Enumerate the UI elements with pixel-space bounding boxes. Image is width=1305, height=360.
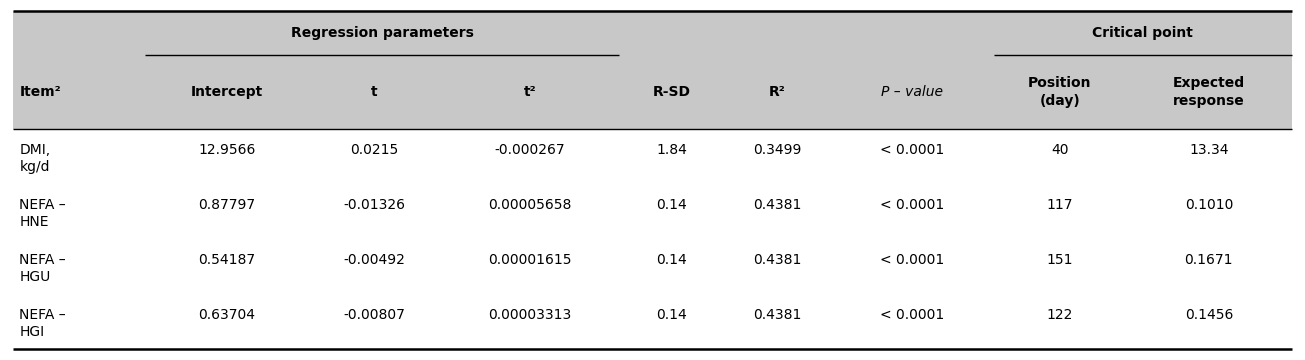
Text: 0.1456: 0.1456	[1185, 308, 1233, 322]
Text: 1.84: 1.84	[656, 143, 688, 157]
Text: Critical point: Critical point	[1092, 26, 1193, 40]
Bar	[13, 239, 1292, 294]
Text: Position
(day): Position (day)	[1028, 76, 1091, 108]
Text: 0.63704: 0.63704	[198, 308, 256, 322]
Bar	[13, 55, 1292, 129]
Text: NEFA –
HGU: NEFA – HGU	[20, 253, 67, 284]
Text: R²: R²	[769, 85, 786, 99]
Text: < 0.0001: < 0.0001	[880, 308, 944, 322]
Bar	[13, 11, 1292, 55]
Bar	[13, 129, 1292, 184]
Text: 0.1010: 0.1010	[1185, 198, 1233, 212]
Text: 0.4381: 0.4381	[753, 253, 801, 267]
Text: 151: 151	[1047, 253, 1073, 267]
Text: 0.87797: 0.87797	[198, 198, 256, 212]
Text: 0.14: 0.14	[656, 308, 688, 322]
Text: 0.0215: 0.0215	[350, 143, 398, 157]
Text: 0.00003313: 0.00003313	[488, 308, 572, 322]
Text: < 0.0001: < 0.0001	[880, 198, 944, 212]
Bar	[13, 184, 1292, 239]
Bar	[13, 294, 1292, 349]
Text: 117: 117	[1047, 198, 1073, 212]
Text: t²: t²	[523, 85, 536, 99]
Text: t: t	[371, 85, 377, 99]
Text: 0.54187: 0.54187	[198, 253, 256, 267]
Text: < 0.0001: < 0.0001	[880, 253, 944, 267]
Text: 0.14: 0.14	[656, 253, 688, 267]
Text: 12.9566: 12.9566	[198, 143, 256, 157]
Text: Regression parameters: Regression parameters	[291, 26, 474, 40]
Text: 0.00005658: 0.00005658	[488, 198, 572, 212]
Text: NEFA –
HNE: NEFA – HNE	[20, 198, 67, 229]
Text: 122: 122	[1047, 308, 1073, 322]
Text: -0.00492: -0.00492	[343, 253, 406, 267]
Text: Item²: Item²	[20, 85, 61, 99]
Text: 0.4381: 0.4381	[753, 308, 801, 322]
Text: P – value: P – value	[881, 85, 944, 99]
Text: -0.01326: -0.01326	[343, 198, 406, 212]
Text: -0.000267: -0.000267	[495, 143, 565, 157]
Text: 0.14: 0.14	[656, 198, 688, 212]
Text: R-SD: R-SD	[652, 85, 690, 99]
Text: 13.34: 13.34	[1189, 143, 1228, 157]
Text: -0.00807: -0.00807	[343, 308, 406, 322]
Text: NEFA –
HGI: NEFA – HGI	[20, 308, 67, 339]
Text: DMI,
kg/d: DMI, kg/d	[20, 143, 51, 174]
Text: Expected
response: Expected response	[1173, 76, 1245, 108]
Text: Intercept: Intercept	[191, 85, 262, 99]
Text: 0.3499: 0.3499	[753, 143, 801, 157]
Text: 0.1671: 0.1671	[1185, 253, 1233, 267]
Text: 0.00001615: 0.00001615	[488, 253, 572, 267]
Text: 0.4381: 0.4381	[753, 198, 801, 212]
Text: < 0.0001: < 0.0001	[880, 143, 944, 157]
Text: 40: 40	[1051, 143, 1069, 157]
